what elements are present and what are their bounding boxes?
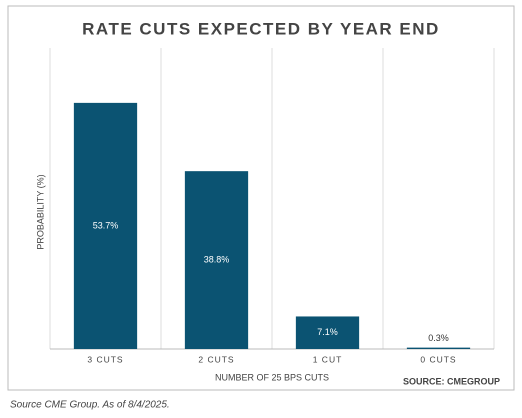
- value-label: 0.3%: [428, 333, 449, 343]
- bar: [73, 102, 138, 349]
- x-axis-label: NUMBER OF 25 BPS CUTS: [215, 372, 329, 382]
- x-tick-label: 1 CUT: [313, 354, 343, 364]
- bar: [295, 316, 360, 349]
- chart-title: RATE CUTS EXPECTED BY YEAR END: [82, 19, 440, 38]
- x-tick-label: 3 CUTS: [87, 354, 123, 364]
- value-label: 7.1%: [317, 327, 338, 337]
- bar: [184, 171, 249, 349]
- x-tick-label: 0 CUTS: [420, 354, 456, 364]
- y-axis-label: PROBABILITY (%): [35, 174, 45, 249]
- value-label: 38.8%: [204, 254, 230, 264]
- source-label: SOURCE: CMEGROUP: [403, 376, 500, 386]
- value-label: 53.7%: [93, 220, 119, 230]
- footnote: Source CME Group. As of 8/4/2025.: [10, 400, 170, 411]
- bar: [406, 347, 471, 349]
- x-tick-label: 2 CUTS: [198, 354, 234, 364]
